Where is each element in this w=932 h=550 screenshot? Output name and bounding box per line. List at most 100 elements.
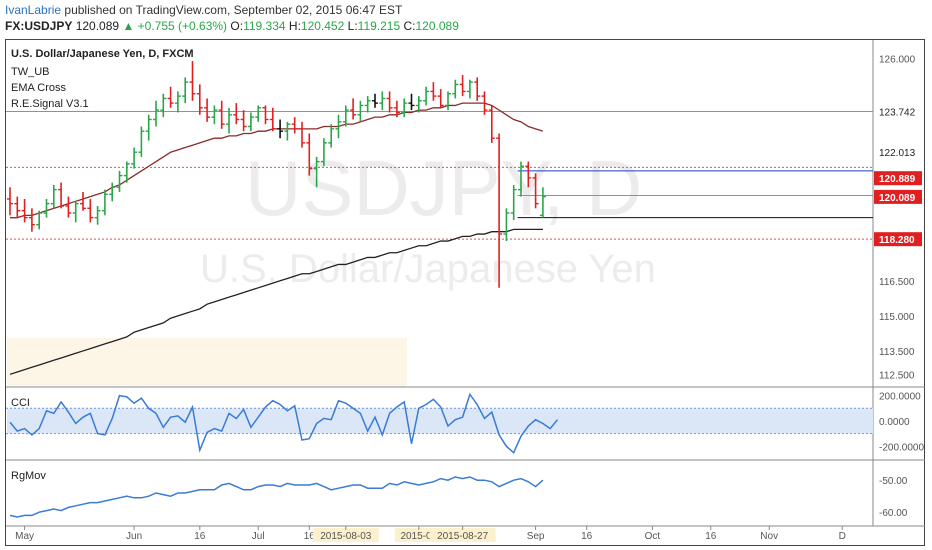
candle — [153, 100, 159, 127]
cci-tick-label: -200.0000 — [879, 442, 924, 453]
cci-line — [9, 392, 559, 454]
close-value: 120.089 — [415, 19, 459, 33]
candle — [342, 105, 349, 127]
candle — [211, 105, 218, 125]
candle — [72, 201, 79, 223]
candle — [80, 191, 86, 211]
candle — [21, 198, 28, 223]
candle — [503, 208, 510, 242]
time-tick-label: May — [15, 531, 34, 542]
candle — [255, 105, 262, 122]
time-tick-label: 2015-08-03 — [320, 531, 372, 542]
time-tick-label: 2015-08 — [400, 531, 437, 542]
highlight-band — [7, 338, 407, 386]
time-tick-label: 16 — [304, 531, 316, 542]
candle — [269, 107, 276, 132]
price-tick-label: 126.000 — [879, 55, 916, 66]
candle — [496, 133, 503, 288]
candle — [109, 182, 116, 202]
price-tick-label: 116.500 — [879, 277, 915, 288]
candle — [386, 91, 393, 113]
price-label: 122.013 — [879, 148, 916, 159]
candle — [14, 196, 21, 218]
candle — [510, 184, 517, 221]
price-label-box — [874, 189, 922, 204]
ema-slow-line — [9, 228, 543, 375]
candle — [335, 114, 342, 139]
candle — [408, 93, 415, 111]
candle — [328, 124, 335, 148]
high-value: 120.452 — [300, 19, 345, 33]
candle — [131, 147, 138, 169]
candle — [474, 77, 481, 101]
publish-info: published on TradingView.com, September … — [64, 3, 403, 17]
low-label: L: — [347, 19, 358, 33]
candle — [379, 91, 386, 111]
candle — [313, 156, 320, 188]
cci-band — [7, 408, 873, 434]
candle — [182, 77, 189, 104]
candle — [138, 126, 145, 157]
candle — [481, 91, 488, 115]
candle — [36, 210, 43, 230]
chart-frame — [5, 39, 925, 546]
candle — [452, 79, 459, 99]
ema-fast-line — [10, 102, 544, 219]
time-tick-label: Jul — [252, 531, 265, 542]
candle — [525, 161, 532, 188]
rgmov-tick-label: -50.00 — [879, 476, 908, 487]
close-label: C: — [403, 19, 416, 33]
candle — [306, 133, 313, 176]
candle — [350, 98, 357, 120]
candle — [123, 161, 130, 183]
indicator-resignal: R.E.Signal V3.1 — [11, 98, 89, 110]
candle — [247, 112, 254, 132]
time-tick-label: 2015-08-27 — [437, 531, 489, 542]
chart-title: U.S. Dollar/Japanese Yen, D, FXCM — [11, 48, 194, 60]
cci-tick-label: 200.0000 — [879, 392, 921, 403]
rgmov-tick-label: -60.00 — [879, 508, 908, 519]
price-label: 120.089 — [879, 193, 916, 204]
candle — [277, 119, 284, 139]
price-label-box — [874, 171, 922, 186]
open-label: O: — [230, 19, 244, 33]
candle — [262, 105, 269, 125]
candle — [415, 96, 422, 113]
candle — [7, 187, 13, 216]
rgmov-label: RgMov — [11, 470, 46, 482]
price-label: 118.280 — [879, 235, 915, 246]
candle — [94, 205, 101, 225]
candle — [167, 86, 174, 108]
candle — [320, 138, 327, 167]
cci-tick-label: 0.0000 — [879, 417, 910, 428]
time-tick-highlight — [312, 528, 379, 542]
time-tick-label: Jun — [126, 531, 142, 542]
candle — [116, 170, 123, 192]
candle — [160, 93, 167, 118]
candle — [204, 98, 211, 122]
author-link[interactable]: IvanLabrie — [5, 3, 62, 17]
price-change: ▲ +0.755 (+0.63%) — [122, 19, 228, 33]
candle — [174, 91, 181, 113]
time-tick-label: 16 — [705, 531, 717, 542]
candle — [445, 91, 451, 111]
cci-label: CCI — [11, 397, 30, 409]
candle — [364, 96, 371, 113]
candle — [226, 107, 232, 134]
candle — [423, 86, 430, 106]
time-tick-label: D — [839, 531, 846, 542]
candle — [43, 198, 50, 218]
time-tick-label: 16 — [581, 531, 593, 542]
low-value: 119.215 — [357, 19, 401, 33]
time-tick-label: Oct — [645, 531, 661, 542]
candle — [466, 79, 473, 99]
high-label: H: — [288, 19, 301, 33]
indicator-ema-cross: EMA Cross — [11, 82, 67, 94]
candle — [65, 196, 72, 218]
last-price: 120.089 — [75, 19, 120, 33]
watermark-name: U.S. Dollar/Japanese Yen — [200, 247, 656, 291]
candle — [291, 117, 298, 134]
candle — [28, 208, 35, 232]
candle — [488, 105, 495, 143]
